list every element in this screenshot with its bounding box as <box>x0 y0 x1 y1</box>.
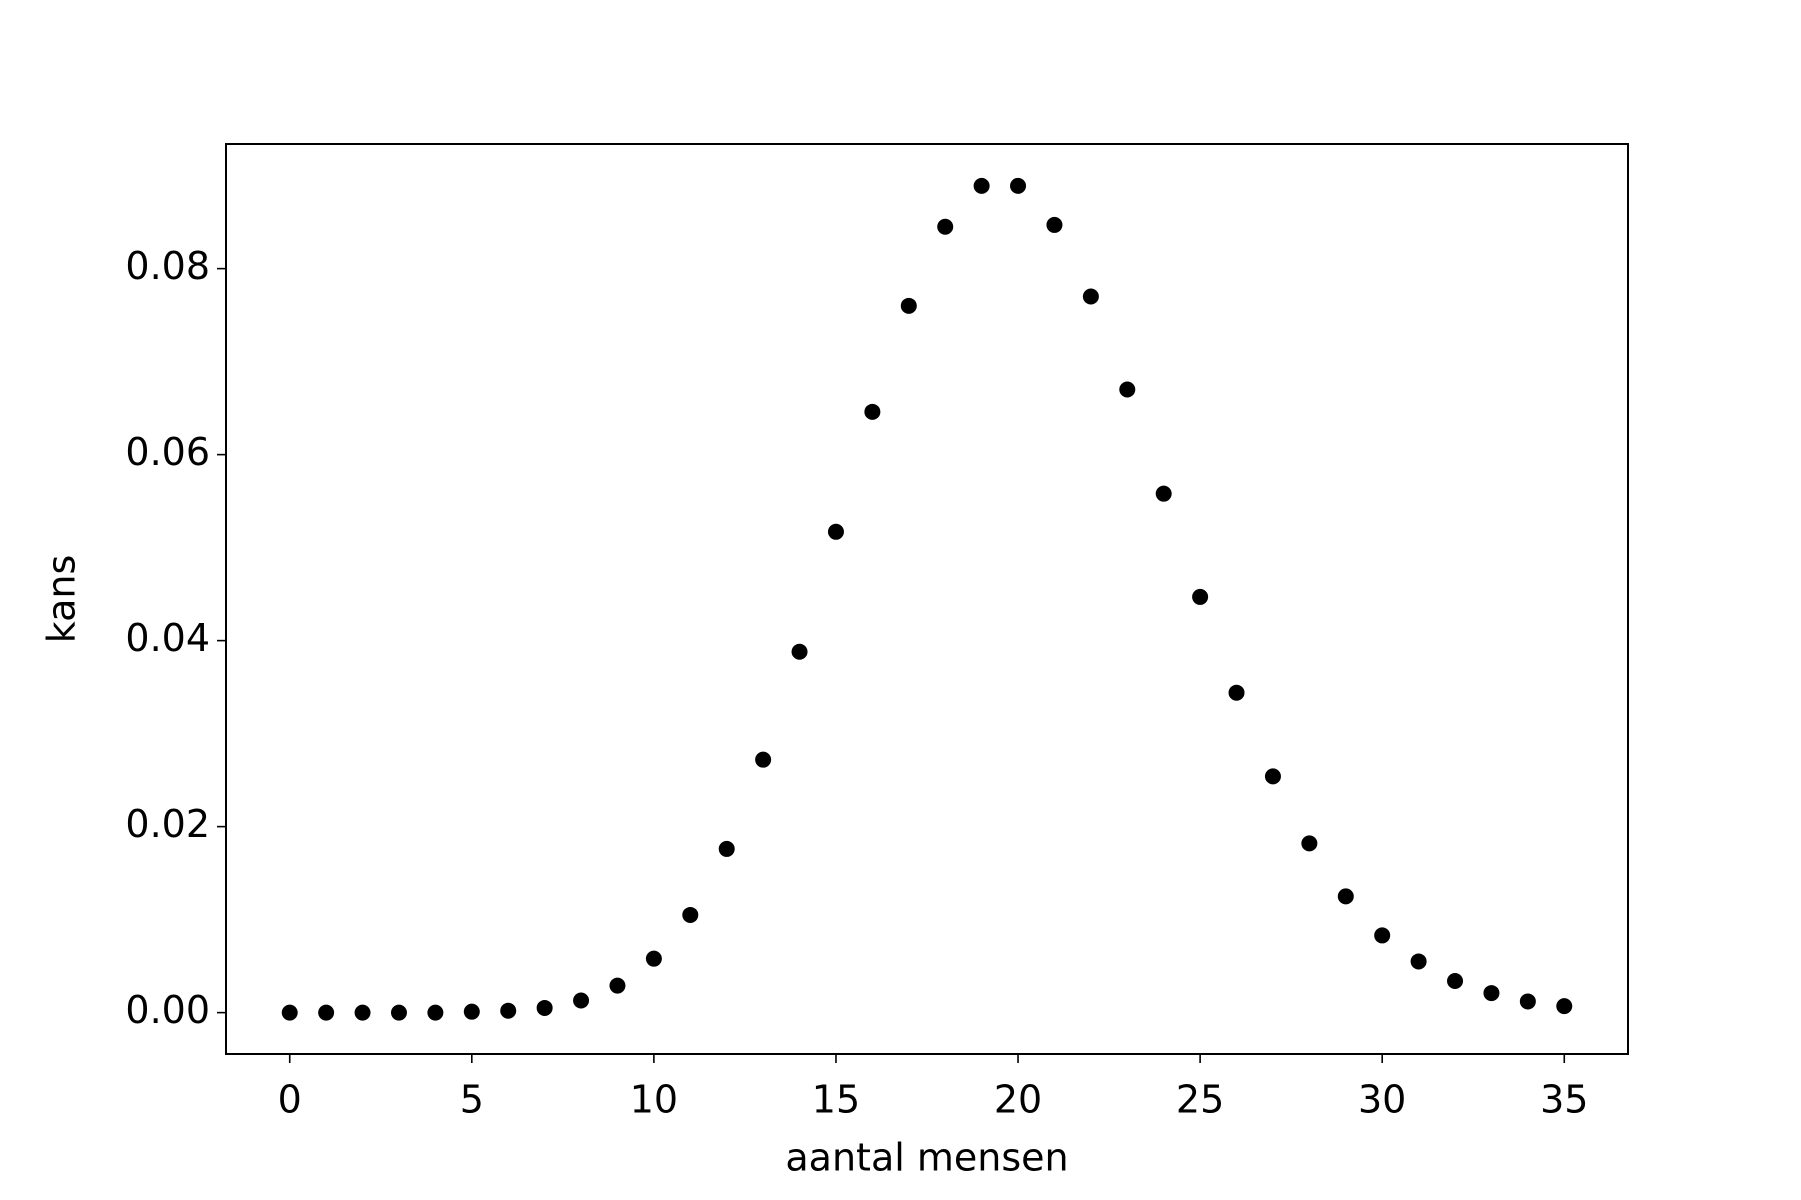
x-tick-label: 15 <box>812 1078 860 1122</box>
point <box>1337 888 1354 905</box>
x-axis-label: aantal mensen <box>785 1136 1068 1180</box>
point <box>682 906 699 923</box>
point <box>609 977 626 994</box>
x-tick-label: 25 <box>1176 1078 1224 1122</box>
point <box>1447 972 1464 989</box>
point <box>573 992 590 1009</box>
plot-frame <box>225 143 1629 1055</box>
y-axis-label: kans <box>40 555 84 644</box>
point <box>463 1003 480 1020</box>
point <box>1046 216 1063 233</box>
x-tick-label: 35 <box>1540 1078 1588 1122</box>
point <box>645 950 662 967</box>
point <box>1374 927 1391 944</box>
point <box>1155 485 1172 502</box>
point <box>1410 953 1427 970</box>
point <box>500 1002 517 1019</box>
point <box>1264 768 1281 785</box>
point <box>827 523 844 540</box>
point <box>791 643 808 660</box>
x-tick-label: 30 <box>1358 1078 1406 1122</box>
point <box>937 218 954 235</box>
point <box>1556 998 1573 1015</box>
y-tick-label: 0.00 <box>125 988 210 1032</box>
point <box>1082 288 1099 305</box>
point <box>281 1004 298 1021</box>
point <box>1010 177 1027 194</box>
point <box>900 297 917 314</box>
point <box>354 1004 371 1021</box>
y-tick-label: 0.06 <box>125 430 210 474</box>
x-tick-label: 10 <box>630 1078 678 1122</box>
point <box>1301 835 1318 852</box>
point <box>1483 985 1500 1002</box>
x-tick-label: 5 <box>460 1078 484 1122</box>
point <box>718 840 735 857</box>
y-tick-label: 0.08 <box>125 244 210 288</box>
point <box>864 403 881 420</box>
y-tick-label: 0.02 <box>125 802 210 846</box>
point <box>973 177 990 194</box>
point <box>536 999 553 1016</box>
point <box>755 751 772 768</box>
point <box>318 1004 335 1021</box>
x-tick-label: 20 <box>994 1078 1042 1122</box>
point <box>390 1004 407 1021</box>
point <box>427 1004 444 1021</box>
y-tick-label: 0.04 <box>125 616 210 660</box>
point <box>1228 684 1245 701</box>
point <box>1519 993 1536 1010</box>
point <box>1192 588 1209 605</box>
point <box>1119 381 1136 398</box>
x-tick-label: 0 <box>278 1078 302 1122</box>
